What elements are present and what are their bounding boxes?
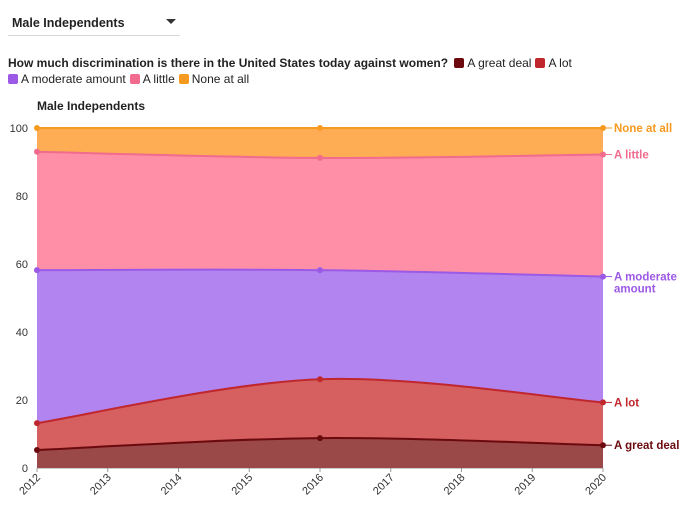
x-tick-label: 2013 xyxy=(88,472,114,498)
x-tick-label: 2014 xyxy=(159,472,185,498)
data-point xyxy=(34,420,40,427)
x-tick-label: 2020 xyxy=(583,472,609,498)
y-tick-label: 80 xyxy=(16,191,28,203)
x-tick-label: 2018 xyxy=(442,472,468,498)
data-point xyxy=(600,442,606,449)
legend-label: A little xyxy=(142,72,175,86)
data-point xyxy=(34,446,40,453)
legend-label: None at all xyxy=(191,72,250,86)
x-tick-label: 2017 xyxy=(371,472,397,498)
caret-down-icon xyxy=(166,19,176,24)
dropdown-value: Male Independents xyxy=(12,16,125,30)
legend-swatch xyxy=(178,74,189,84)
legend-swatch xyxy=(454,58,465,68)
end-label-line: A little xyxy=(614,150,649,162)
x-tick-label: 2016 xyxy=(300,472,326,498)
y-tick-label: 100 xyxy=(10,123,28,135)
series-area xyxy=(37,151,603,277)
end-label: A little xyxy=(614,150,649,162)
x-tick-label: 2015 xyxy=(230,472,256,498)
legend-label: A lot xyxy=(548,56,572,70)
data-point xyxy=(34,148,40,155)
series-area xyxy=(37,438,603,468)
series-area xyxy=(37,269,603,424)
legend-label: A great deal xyxy=(467,56,532,70)
series-area xyxy=(37,128,603,158)
legend-swatch xyxy=(129,74,140,84)
y-tick-label: 40 xyxy=(16,327,28,339)
legend-label: A moderate amount xyxy=(21,72,126,86)
y-tick-label: 0 xyxy=(22,463,28,475)
data-point xyxy=(317,267,323,274)
legend-item: A moderate amount xyxy=(8,71,126,87)
x-tick-label: 2019 xyxy=(513,472,539,498)
y-tick-label: 20 xyxy=(16,395,28,407)
end-label: A lot xyxy=(614,397,639,409)
data-point xyxy=(600,151,606,158)
data-point xyxy=(600,273,606,280)
question-text: How much discrimination is there in the … xyxy=(8,56,449,70)
legend-swatch xyxy=(535,58,546,68)
data-point xyxy=(600,399,606,406)
data-point xyxy=(34,125,40,131)
end-label-line: amount xyxy=(614,284,656,296)
group-dropdown[interactable]: Male Independents xyxy=(8,10,180,36)
end-label-line: A lot xyxy=(614,397,639,409)
end-label: None at all xyxy=(614,123,672,135)
data-point xyxy=(34,267,40,274)
end-label: A moderate amount xyxy=(614,272,677,296)
y-tick-label: 60 xyxy=(16,259,28,271)
chart-question-legend: How much discrimination is there in the … xyxy=(8,55,678,87)
data-point xyxy=(317,125,323,131)
legend-item: A lot xyxy=(535,55,572,71)
x-tick-label: 2012 xyxy=(17,472,43,498)
end-label-line: None at all xyxy=(614,123,672,135)
legend-swatch xyxy=(8,74,18,84)
legend-item: None at all xyxy=(178,71,250,87)
legend-item: A great deal xyxy=(454,55,531,71)
legend: A great deal A lot A moderate amount A litt… xyxy=(8,56,576,86)
end-label: A great deal xyxy=(614,440,679,452)
data-point xyxy=(317,376,323,383)
end-label-line: A moderate xyxy=(614,272,677,284)
chart-title: Male Independents xyxy=(37,99,146,113)
data-point xyxy=(600,125,606,131)
end-label-line: A great deal xyxy=(614,440,679,452)
data-point xyxy=(317,435,323,442)
legend-item: A little xyxy=(129,71,175,87)
data-point xyxy=(317,154,323,161)
